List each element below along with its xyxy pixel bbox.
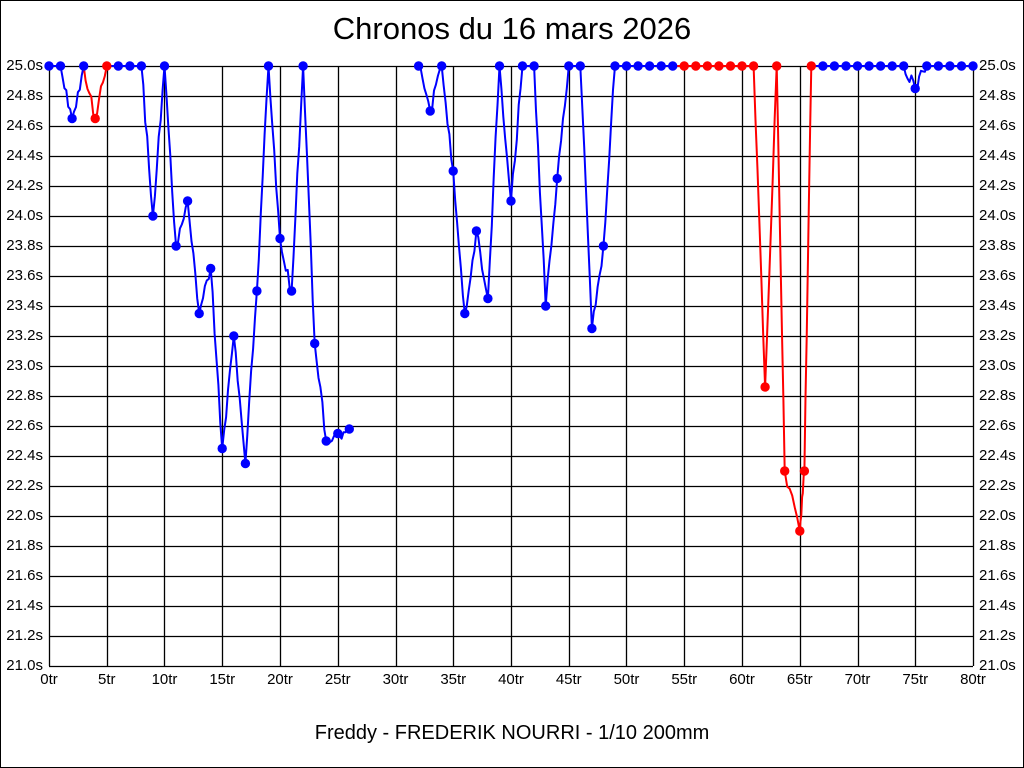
svg-text:21.4s: 21.4s	[6, 597, 43, 614]
svg-text:25tr: 25tr	[325, 671, 351, 688]
svg-text:24.2s: 24.2s	[6, 177, 43, 194]
svg-text:22.2s: 22.2s	[6, 477, 43, 494]
svg-text:22.8s: 22.8s	[979, 387, 1016, 404]
svg-text:40tr: 40tr	[498, 671, 524, 688]
svg-text:22.0s: 22.0s	[6, 507, 43, 524]
svg-text:23.4s: 23.4s	[6, 297, 43, 314]
svg-text:21.0s: 21.0s	[6, 657, 43, 674]
svg-text:24.4s: 24.4s	[979, 147, 1016, 164]
svg-text:50tr: 50tr	[614, 671, 640, 688]
svg-text:70tr: 70tr	[845, 671, 871, 688]
svg-text:10tr: 10tr	[152, 671, 178, 688]
svg-text:21.6s: 21.6s	[979, 567, 1016, 584]
svg-text:24.8s: 24.8s	[979, 87, 1016, 104]
svg-text:22.6s: 22.6s	[6, 417, 43, 434]
svg-text:5tr: 5tr	[98, 671, 116, 688]
svg-text:24.6s: 24.6s	[979, 117, 1016, 134]
svg-text:22.0s: 22.0s	[979, 507, 1016, 524]
svg-text:15tr: 15tr	[209, 671, 235, 688]
svg-text:24.6s: 24.6s	[6, 117, 43, 134]
svg-text:75tr: 75tr	[902, 671, 928, 688]
svg-text:24.0s: 24.0s	[979, 207, 1016, 224]
svg-text:21.4s: 21.4s	[979, 597, 1016, 614]
svg-text:35tr: 35tr	[440, 671, 466, 688]
svg-text:45tr: 45tr	[556, 671, 582, 688]
svg-text:22.4s: 22.4s	[6, 447, 43, 464]
svg-text:30tr: 30tr	[383, 671, 409, 688]
svg-text:23.4s: 23.4s	[979, 297, 1016, 314]
svg-text:22.6s: 22.6s	[979, 417, 1016, 434]
svg-text:23.6s: 23.6s	[979, 267, 1016, 284]
svg-text:23.6s: 23.6s	[6, 267, 43, 284]
svg-text:25.0s: 25.0s	[6, 57, 43, 74]
svg-text:21.8s: 21.8s	[6, 537, 43, 554]
svg-text:24.4s: 24.4s	[6, 147, 43, 164]
svg-text:23.2s: 23.2s	[979, 327, 1016, 344]
svg-text:23.8s: 23.8s	[6, 237, 43, 254]
svg-text:20tr: 20tr	[267, 671, 293, 688]
svg-text:55tr: 55tr	[671, 671, 697, 688]
svg-text:80tr: 80tr	[960, 671, 986, 688]
svg-text:22.2s: 22.2s	[979, 477, 1016, 494]
svg-text:23.2s: 23.2s	[6, 327, 43, 344]
svg-text:22.4s: 22.4s	[979, 447, 1016, 464]
svg-text:21.8s: 21.8s	[979, 537, 1016, 554]
svg-text:21.2s: 21.2s	[979, 627, 1016, 644]
svg-text:60tr: 60tr	[729, 671, 755, 688]
svg-text:21.6s: 21.6s	[6, 567, 43, 584]
svg-text:23.8s: 23.8s	[979, 237, 1016, 254]
svg-text:24.0s: 24.0s	[6, 207, 43, 224]
svg-text:0tr: 0tr	[40, 671, 58, 688]
svg-text:23.0s: 23.0s	[6, 357, 43, 374]
svg-text:65tr: 65tr	[787, 671, 813, 688]
svg-text:25.0s: 25.0s	[979, 57, 1016, 74]
svg-text:21.2s: 21.2s	[6, 627, 43, 644]
svg-text:24.2s: 24.2s	[979, 177, 1016, 194]
svg-text:23.0s: 23.0s	[979, 357, 1016, 374]
svg-text:22.8s: 22.8s	[6, 387, 43, 404]
svg-text:24.8s: 24.8s	[6, 87, 43, 104]
